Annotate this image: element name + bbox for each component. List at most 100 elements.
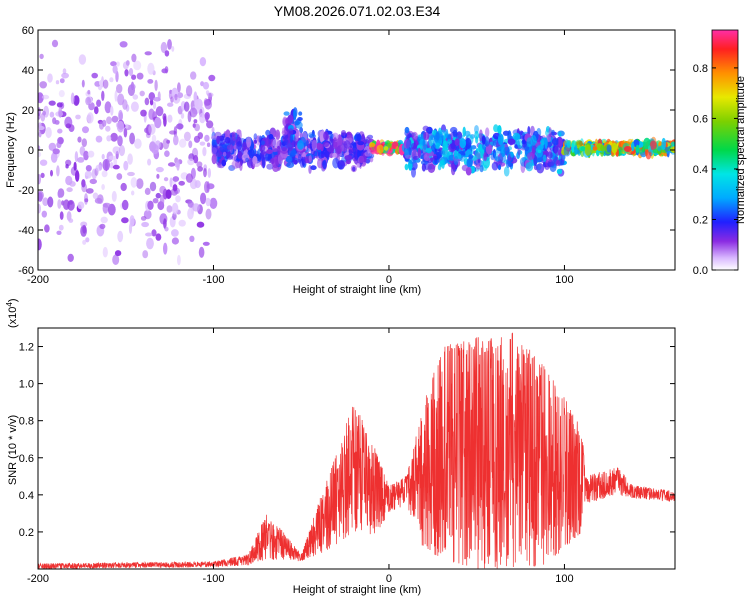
- spectrogram-cell: [77, 157, 85, 163]
- spectrogram-cell: [494, 156, 501, 162]
- spectrogram-cell: [281, 130, 288, 136]
- spectrogram-cell: [193, 119, 198, 124]
- spectrogram-cell: [131, 190, 135, 196]
- spectrogram-cell: [77, 201, 85, 210]
- spectrogram-cell: [289, 133, 294, 143]
- spectrogram-cell: [606, 144, 612, 153]
- spectrogram-cell: [548, 127, 552, 138]
- spectrogram-cell: [121, 199, 129, 211]
- spectrogram-cell: [48, 100, 56, 106]
- spectrogram-cell: [510, 151, 514, 158]
- spectrogram-cell: [425, 147, 432, 154]
- snr-y-tick-label: 0.2: [19, 527, 34, 539]
- spectrogram-cell: [554, 144, 562, 156]
- spectrogram-cell: [439, 150, 444, 155]
- spectrogram-cell: [140, 109, 147, 117]
- spectrogram-cell: [101, 184, 105, 190]
- spectrogram-cell: [149, 99, 154, 106]
- spectrogram-cell: [411, 167, 416, 178]
- spectrogram-cell: [459, 138, 467, 149]
- spectrogram-cell: [133, 60, 142, 71]
- spectrogram-cell: [465, 166, 472, 176]
- spectrogram-cell: [527, 152, 535, 161]
- spectrogram-cell: [256, 135, 260, 142]
- spectrogram-cell: [162, 138, 170, 150]
- spectrogram-y-label: Frequency (Hz): [5, 112, 17, 188]
- spectrogram-cell: [110, 61, 117, 67]
- spectrogram-cell: [155, 233, 162, 241]
- spectrogram-cell: [51, 39, 59, 48]
- spectrogram-cell: [173, 134, 179, 146]
- spectrogram-cell: [266, 163, 274, 170]
- spectrogram-cell: [410, 142, 418, 151]
- spectrogram-cell: [237, 151, 243, 160]
- spectrogram-cell: [189, 235, 195, 242]
- spectrogram-cell: [206, 120, 214, 129]
- spectrogram-cell: [484, 136, 490, 147]
- spectrogram-cell: [571, 143, 575, 153]
- spectrogram-cell: [245, 157, 250, 163]
- spectrogram-cell: [166, 205, 173, 213]
- spectrogram-cell: [148, 92, 156, 101]
- spectrogram-cell: [57, 199, 62, 209]
- spectrogram-cell: [82, 224, 87, 234]
- spectrogram-cell: [109, 162, 114, 169]
- spectrogram-cell: [111, 190, 117, 202]
- spectrogram-cell: [411, 131, 418, 142]
- spectrogram-cell: [600, 144, 605, 152]
- spectrogram-cell: [493, 124, 499, 133]
- spectrogram-cell: [352, 166, 356, 172]
- spectrogram-cell: [332, 132, 339, 140]
- spectrogram-cell: [203, 98, 208, 107]
- spectrogram-cell: [82, 126, 89, 134]
- spectrogram-cell: [42, 197, 49, 206]
- spectrogram-cell: [105, 125, 111, 132]
- spectrogram-cell: [354, 132, 361, 142]
- spectrogram-cell: [273, 132, 280, 138]
- spectrogram-cell: [457, 131, 462, 139]
- spectrogram-cell: [497, 164, 502, 171]
- spectrogram-cell: [147, 200, 154, 210]
- spectrogram-cell: [38, 107, 41, 117]
- spectrogram-cell: [165, 189, 172, 200]
- spectrogram-cell: [332, 152, 338, 158]
- spectrogram-cell: [151, 229, 157, 237]
- spectrogram-cell: [127, 171, 135, 177]
- spectrogram-cell: [551, 129, 555, 136]
- spectrogram-cell: [102, 79, 109, 89]
- spectrogram-cell: [483, 152, 488, 162]
- spectrogram-cell: [62, 68, 67, 75]
- spectrogram-cell: [67, 253, 74, 262]
- spectrogram-cell: [453, 155, 459, 166]
- spectrogram-cell: [139, 90, 145, 97]
- spectrogram-cell: [417, 147, 421, 158]
- spectrogram-marks: [38, 39, 675, 266]
- spectrogram-cell: [221, 159, 227, 167]
- spectrogram-cell: [450, 163, 456, 176]
- spectrogram-cell: [183, 131, 191, 142]
- spectrogram-cell: [45, 127, 52, 139]
- spectrogram-cell: [404, 126, 410, 134]
- spectrogram-cell: [176, 159, 180, 171]
- spectrogram-cell: [102, 246, 108, 258]
- spectrogram-cell: [144, 51, 152, 56]
- spectrogram-cell: [140, 216, 147, 221]
- spectrogram-cell: [421, 163, 426, 172]
- spectrogram-cell: [81, 138, 88, 148]
- spectrogram-cell: [58, 224, 64, 231]
- spectrogram-cell: [127, 153, 133, 165]
- spectrogram-cell: [106, 116, 112, 125]
- spectrogram-cell: [211, 126, 215, 133]
- spectrogram-cell: [464, 130, 471, 137]
- spectrogram-cell: [222, 151, 227, 157]
- spectrogram-cell: [202, 81, 210, 90]
- spectrogram-cell: [185, 173, 193, 183]
- spectrogram-cell: [172, 93, 181, 104]
- spectrogram-cell: [329, 133, 334, 139]
- spectrogram-cell: [406, 139, 412, 151]
- spectrogram-cell: [208, 74, 216, 82]
- spectrogram-cell: [558, 131, 562, 137]
- spectrogram-cell: [418, 134, 425, 140]
- spectrogram-cell: [468, 154, 474, 159]
- snr-y-ticks: 0.2 0.4 0.6 0.8 1.0 1.2: [19, 342, 675, 539]
